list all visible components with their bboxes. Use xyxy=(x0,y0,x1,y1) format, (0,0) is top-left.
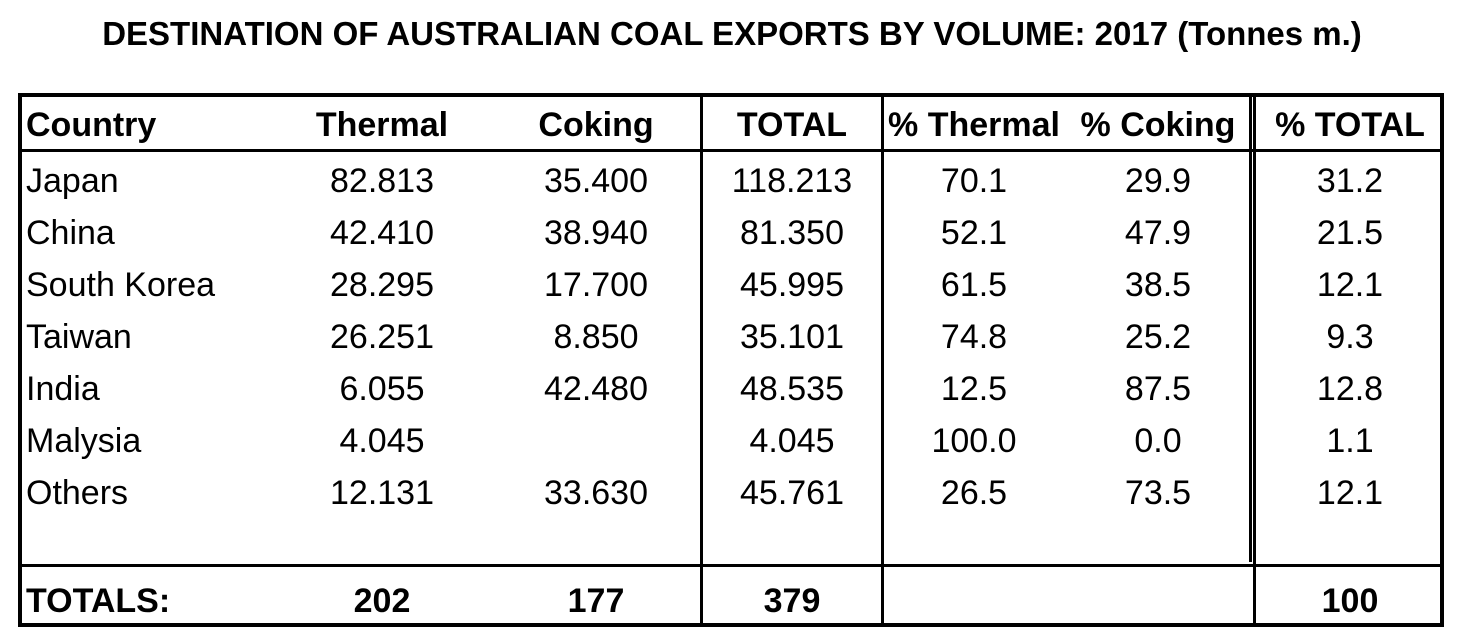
column-divider xyxy=(700,97,703,623)
cell-pct-coking: 38.5 xyxy=(1124,266,1192,304)
totals-total: 379 xyxy=(763,582,821,620)
cell-coking: 17.700 xyxy=(544,266,648,304)
cell-thermal: 42.410 xyxy=(330,214,434,252)
cell-pct-total: 1.1 xyxy=(1326,422,1374,460)
totals-pct-coking xyxy=(1067,575,1249,627)
cell-pct-coking: 29.9 xyxy=(1124,162,1192,200)
cell-country: India xyxy=(26,370,100,408)
cell-pct-thermal: 26.5 xyxy=(940,474,1008,512)
cell-coking: 35.400 xyxy=(544,162,648,200)
cell-thermal: 28.295 xyxy=(330,266,434,304)
cell-pct-total: 21.5 xyxy=(1316,214,1384,252)
cell-coking: 38.940 xyxy=(544,214,648,252)
cell-pct-thermal: 61.5 xyxy=(940,266,1008,304)
cell-thermal: 12.131 xyxy=(330,474,434,512)
cell-total: 81.350 xyxy=(740,214,844,252)
cell-pct-thermal: 12.5 xyxy=(940,370,1008,408)
cell-pct-coking: 73.5 xyxy=(1124,474,1192,512)
header-coking: Coking xyxy=(538,106,654,144)
coal-exports-table: Country Thermal Coking TOTAL % Thermal %… xyxy=(18,93,1444,627)
cell-country: South Korea xyxy=(26,266,216,304)
cell-total: 4.045 xyxy=(749,422,835,460)
column-divider xyxy=(1253,97,1256,623)
cell-country: Others xyxy=(26,474,129,512)
header-divider xyxy=(22,149,1440,152)
cell-country: China xyxy=(26,214,115,252)
cell-pct-coking: 25.2 xyxy=(1124,318,1192,356)
cell-pct-thermal: 70.1 xyxy=(940,162,1008,200)
cell-total: 45.995 xyxy=(740,266,844,304)
header-total: TOTAL xyxy=(736,106,848,144)
totals-divider xyxy=(22,564,1440,567)
cell-total: 35.101 xyxy=(740,318,844,356)
cell-coking: 33.630 xyxy=(544,474,648,512)
cell-total: 45.761 xyxy=(740,474,844,512)
cell-pct-total: 31.2 xyxy=(1316,162,1384,200)
page-title: DESTINATION OF AUSTRALIAN COAL EXPORTS B… xyxy=(102,15,1362,52)
header-pct-thermal: % Thermal xyxy=(888,106,1060,144)
cell-thermal: 4.045 xyxy=(339,422,425,460)
cell-coking: 8.850 xyxy=(553,318,639,356)
cell-pct-total: 12.1 xyxy=(1316,474,1384,512)
cell-pct-thermal: 52.1 xyxy=(940,214,1008,252)
cell-coking: 42.480 xyxy=(544,370,648,408)
cell-country: Japan xyxy=(26,162,119,200)
totals-label: TOTALS: xyxy=(26,582,171,620)
header-thermal: Thermal xyxy=(315,106,449,144)
cell-country: Taiwan xyxy=(26,318,132,356)
cell-thermal: 82.813 xyxy=(330,162,434,200)
column-divider xyxy=(881,97,884,623)
cell-thermal: 6.055 xyxy=(339,370,425,408)
totals-coking: 177 xyxy=(567,582,625,620)
totals-thermal: 202 xyxy=(353,582,411,620)
cell-total: 48.535 xyxy=(740,370,844,408)
cell-pct-coking: 47.9 xyxy=(1124,214,1192,252)
cell-pct-total: 12.1 xyxy=(1316,266,1384,304)
cell-coking xyxy=(506,415,686,467)
cell-total: 118.213 xyxy=(731,162,853,200)
cell-thermal: 26.251 xyxy=(330,318,434,356)
cell-country: Malysia xyxy=(26,422,142,460)
cell-pct-coking: 87.5 xyxy=(1124,370,1192,408)
cell-pct-thermal: 74.8 xyxy=(940,318,1008,356)
header-pct-coking: % Coking xyxy=(1080,106,1236,144)
cell-pct-total: 9.3 xyxy=(1326,318,1374,356)
column-divider xyxy=(1249,97,1252,562)
header-country: Country xyxy=(26,106,157,144)
cell-pct-total: 12.8 xyxy=(1316,370,1384,408)
cell-pct-coking: 0.0 xyxy=(1134,422,1182,460)
header-pct-total: % TOTAL xyxy=(1275,106,1425,144)
cell-pct-thermal: 100.0 xyxy=(931,422,1017,460)
totals-pct-thermal xyxy=(884,575,1064,627)
totals-pct-total: 100 xyxy=(1321,582,1379,620)
